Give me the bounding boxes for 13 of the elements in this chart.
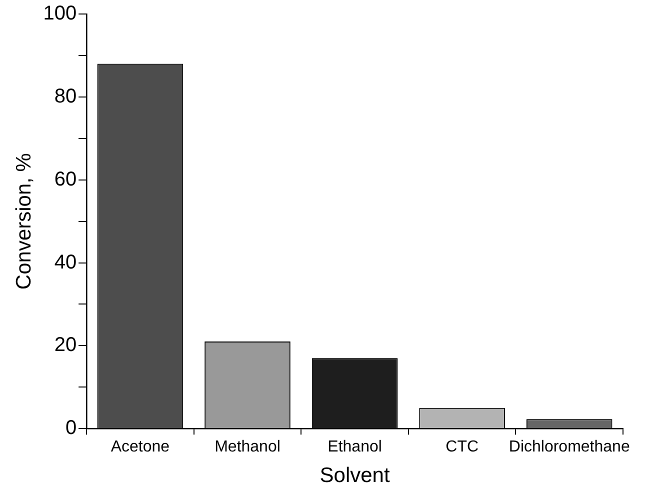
y-tick-label: 80 [54,85,77,108]
y-tick-label: 100 [43,2,77,25]
x-axis-title: Solvent [320,464,390,488]
y-tick-label: 40 [54,251,77,274]
y-tick-label: 60 [54,168,77,190]
x-tick-label: Acetone [110,438,170,456]
x-tick-label: Ethanol [328,438,382,456]
y-tick-label: 20 [54,334,77,356]
x-tick-label: Methanol [214,438,280,456]
y-tick-label: 0 [65,417,77,440]
y-axis-title: Conversion, % [12,153,36,290]
x-tick-label: Dichloromethane [508,438,630,456]
x-tick-label: CTC [446,438,479,456]
